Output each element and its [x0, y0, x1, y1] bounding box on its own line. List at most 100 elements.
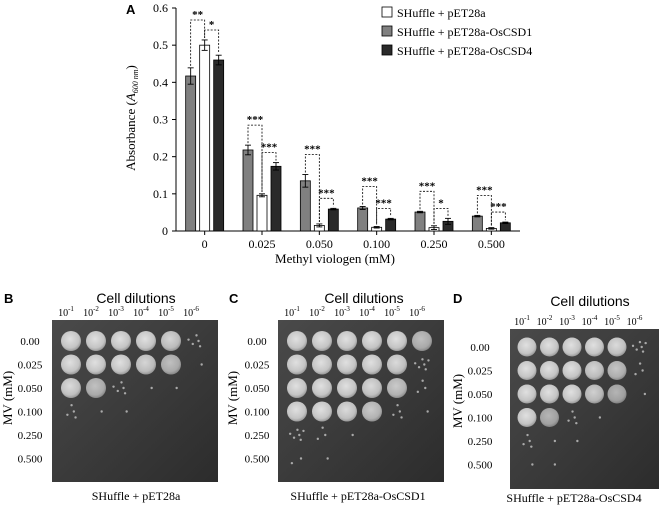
- colony-dot: [299, 438, 302, 442]
- dilution-label: 10-1: [514, 314, 530, 328]
- colony-spot: [61, 331, 81, 351]
- mv-row-label: 0.00: [247, 336, 267, 348]
- colony-spot: [86, 378, 106, 398]
- significance-bracket: [376, 207, 392, 225]
- colony-dot: [598, 416, 602, 419]
- dilution-exponent: -4: [143, 305, 149, 313]
- colony-dot: [191, 342, 194, 346]
- colony-dot: [288, 432, 292, 435]
- dilution-base: 10: [409, 308, 419, 319]
- colony-dot: [400, 416, 403, 419]
- colony-dot: [150, 386, 153, 390]
- colony-spot: [517, 361, 537, 380]
- colony-spot: [540, 408, 559, 427]
- colony-spot: [540, 384, 559, 404]
- colony-spot: [86, 354, 106, 375]
- dilution-label: 10-3: [108, 305, 124, 319]
- dilution-exponent: -2: [319, 305, 325, 313]
- colony-spot: [387, 331, 407, 351]
- dilution-label: 10-6: [627, 314, 643, 328]
- mv-row-label: 0.050: [245, 383, 270, 395]
- legend-swatch: [381, 6, 393, 18]
- y-axis-title-main: Absorbance (: [123, 101, 138, 171]
- colony-spot: [517, 408, 537, 427]
- colony-spot: [86, 331, 106, 351]
- colony-dot: [197, 339, 200, 343]
- significance-label: ***: [361, 175, 378, 187]
- colony-spot: [61, 354, 81, 375]
- significance-bracket: [318, 197, 334, 222]
- colony-spot: [312, 401, 332, 422]
- colony-dot: [123, 392, 127, 395]
- colony-dot: [116, 389, 119, 393]
- colony-dot: [290, 461, 294, 465]
- colony-dot: [528, 439, 531, 443]
- colony-dot: [321, 426, 324, 429]
- dilution-base: 10: [158, 308, 168, 319]
- colony-dot: [392, 413, 395, 417]
- dilution-base: 10: [359, 308, 369, 319]
- mv-row-label: 0.025: [245, 360, 270, 372]
- colony-dot: [396, 403, 399, 407]
- significance-bracket: [247, 124, 263, 192]
- x-axis-title: Methyl viologen (mM): [275, 251, 395, 266]
- dilution-exponent: -1: [524, 314, 530, 322]
- y-tick-label: 0.2: [153, 150, 168, 164]
- dilution-label: 10-2: [83, 305, 99, 319]
- colony-dot: [576, 439, 579, 443]
- dilution-exponent: -5: [394, 305, 400, 313]
- bar-chart-a: A 0 0.1 0.2 0.3 0.4 0.5 0.6 0 0.025 0.050 0.100 0.2…: [123, 1, 532, 266]
- colony-dot: [70, 403, 73, 407]
- y-axis-title: Absorbance (A600 nm): [123, 65, 140, 171]
- colony-spot: [607, 337, 627, 357]
- y-tick-label: 0.4: [153, 75, 168, 89]
- colony-spot: [562, 384, 582, 404]
- colony-dot: [302, 429, 305, 433]
- mv-row-label: 0.500: [245, 454, 270, 466]
- colony-spot: [362, 401, 382, 422]
- colony-spot: [362, 354, 382, 375]
- dilution-exponent: -6: [419, 305, 425, 313]
- significance-label: ***: [304, 144, 321, 156]
- colony-dot: [638, 362, 642, 365]
- dilution-label: 10-3: [334, 305, 350, 319]
- colony-spot: [362, 378, 382, 398]
- colony-dot: [175, 386, 178, 390]
- colony-spot-sparse: [200, 363, 203, 366]
- colony-dot: [553, 439, 557, 443]
- colony-dot: [351, 433, 354, 437]
- colony-spot: [387, 354, 407, 375]
- significance-bracket: [261, 152, 277, 192]
- colony-dot: [530, 445, 533, 448]
- colony-spot: [287, 378, 307, 398]
- dilutions-header: Cell dilutions: [324, 290, 403, 306]
- y-axis-title-close: ): [123, 65, 138, 69]
- dilution-exponent: -6: [193, 305, 199, 313]
- colony-spot: [540, 361, 559, 380]
- colony-spot: [337, 331, 357, 351]
- panel-label: B: [4, 291, 13, 306]
- y-axis-title-symbol: A: [123, 93, 138, 102]
- colony-spot-sparse: [567, 410, 578, 425]
- significance-bracket: [476, 194, 492, 226]
- significance-label: ***: [318, 187, 335, 199]
- mv-row-label: 0.100: [245, 407, 270, 419]
- colony-dot: [66, 413, 69, 417]
- colony-spot-sparse: [631, 340, 647, 353]
- y-axis-title-subscript: 600 nm: [131, 69, 140, 93]
- chart-bars: [185, 39, 511, 232]
- colony-spot-sparse: [66, 403, 77, 419]
- x-tick-label: 0: [202, 237, 208, 251]
- mv-row-label: 0.100: [468, 413, 493, 425]
- colony-dot: [125, 410, 128, 413]
- dilution-base: 10: [559, 317, 569, 328]
- dilution-label: 10-6: [409, 305, 425, 319]
- mv-axis-label: MV (mM): [0, 371, 15, 425]
- colony-spot-sparse: [643, 392, 647, 396]
- colony-spot: [111, 354, 131, 375]
- colony-spot: [287, 354, 307, 375]
- significance-markers: ********* **********************: [190, 9, 507, 226]
- colony-spot-sparse: [100, 410, 103, 413]
